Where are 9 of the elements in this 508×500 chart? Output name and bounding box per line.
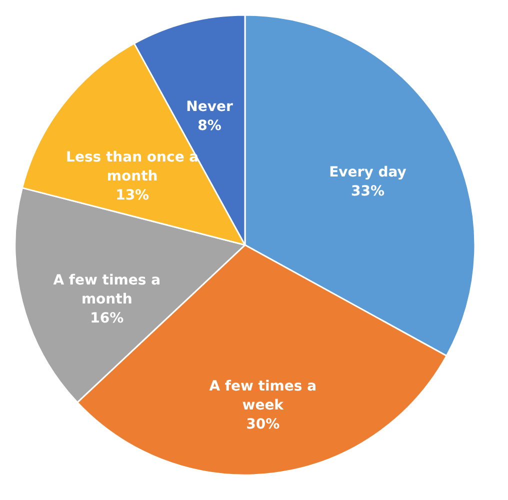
data-label: 33% <box>350 183 384 200</box>
data-label: 13% <box>116 188 150 204</box>
data-label: 16% <box>90 310 124 326</box>
slice-label: A few times a month <box>53 272 161 308</box>
slice-label: Every day <box>329 164 406 180</box>
data-label: 8% <box>198 118 222 134</box>
slice-label: A few times a week <box>209 378 317 414</box>
slice-label: Never <box>186 98 233 115</box>
data-label: 30% <box>246 416 280 432</box>
